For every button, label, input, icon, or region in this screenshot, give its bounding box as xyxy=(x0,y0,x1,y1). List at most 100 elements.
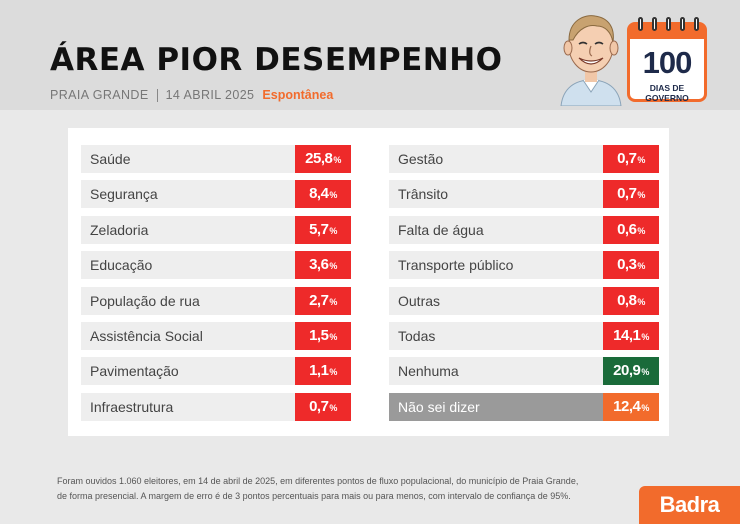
result-value-unit: % xyxy=(637,296,645,307)
result-value-number: 0,7 xyxy=(617,150,637,167)
result-label: Transporte público xyxy=(398,257,514,274)
result-label: Assistência Social xyxy=(90,327,203,344)
calendar-header-bar xyxy=(630,25,704,39)
result-label: Não sei dizer xyxy=(398,398,480,415)
result-row: Falta de água 0,6% xyxy=(389,215,659,244)
result-value-unit: % xyxy=(329,402,337,413)
result-value-unit: % xyxy=(329,296,337,307)
header-band: ÁREA PIOR DESEMPENHO PRAIA GRANDE 14 ABR… xyxy=(0,0,740,110)
calendar-ring xyxy=(638,17,643,31)
result-value: 1,5% xyxy=(295,321,351,350)
result-value-number: 14,1 xyxy=(613,326,641,344)
result-value-unit: % xyxy=(637,190,645,201)
result-row: Infraestrutura 0,7% xyxy=(81,392,351,421)
result-value-unit: % xyxy=(641,367,649,378)
result-value-unit: % xyxy=(637,155,645,165)
result-value: 0,6% xyxy=(603,215,659,244)
result-label: Pavimentação xyxy=(90,363,179,380)
days-label: DIAS DE GOVERNO xyxy=(645,83,689,103)
result-value-unit: % xyxy=(333,155,341,165)
result-value-number: 1,5 xyxy=(309,326,329,344)
subtitle-line: PRAIA GRANDE 14 ABRIL 2025 Espontânea xyxy=(50,88,333,102)
result-label: Gestão xyxy=(398,151,444,167)
result-value-number: 0,6 xyxy=(617,220,637,238)
city-label: PRAIA GRANDE xyxy=(50,88,149,102)
result-value: 1,1% xyxy=(295,357,351,386)
result-value: 8,4% xyxy=(295,180,351,209)
methodology-note: Foram ouvidos 1.060 eleitores, em 14 de … xyxy=(57,474,617,504)
result-label: Todas xyxy=(398,327,436,344)
result-value: 0,3% xyxy=(603,251,659,280)
result-value: 25,8% xyxy=(295,145,351,173)
result-value-number: 0,3 xyxy=(617,256,637,274)
result-row: Gestão 0,7% xyxy=(389,145,659,173)
result-value-number: 0,7 xyxy=(617,185,637,203)
caricature-avatar xyxy=(560,15,622,106)
result-value-unit: % xyxy=(329,331,337,342)
result-row: Zeladoria 5,7% xyxy=(81,215,351,244)
result-label: Segurança xyxy=(90,186,158,203)
result-label: Infraestrutura xyxy=(90,398,174,415)
result-value: 14,1% xyxy=(603,321,659,350)
result-label: Nenhuma xyxy=(398,363,459,380)
divider xyxy=(156,88,158,102)
result-row: Nenhuma 20,9% xyxy=(389,357,659,386)
calendar-ring xyxy=(666,17,671,31)
brand-logo: Badra xyxy=(639,486,740,524)
calendar-ring xyxy=(680,17,685,31)
result-value: 5,7% xyxy=(295,215,351,244)
result-row: Todas 14,1% xyxy=(389,321,659,350)
result-row: Assistência Social 1,5% xyxy=(81,321,351,350)
days-count: 100 xyxy=(642,45,693,80)
result-label: Falta de água xyxy=(398,221,484,238)
result-label: Zeladoria xyxy=(90,221,149,238)
result-value: 12,4% xyxy=(603,392,659,421)
result-value: 2,7% xyxy=(295,286,351,315)
result-value: 3,6% xyxy=(295,251,351,280)
result-value: 20,9% xyxy=(603,357,659,386)
calendar-icon: 100 DIAS DE GOVERNO xyxy=(627,17,707,103)
result-value-unit: % xyxy=(329,261,337,272)
result-row: Transporte público 0,3% xyxy=(389,251,659,280)
calendar-ring xyxy=(652,17,657,31)
result-value-number: 25,8 xyxy=(305,150,333,167)
result-label: População de rua xyxy=(90,292,200,309)
result-value-number: 12,4 xyxy=(613,397,641,415)
result-value-unit: % xyxy=(329,225,337,236)
survey-kind-label: Espontânea xyxy=(262,88,334,102)
result-value-number: 0,7 xyxy=(309,397,329,415)
results-column-right: Gestão 0,7% Trânsito 0,7% Falta de água 0,6% T… xyxy=(389,145,659,428)
result-value: 0,7% xyxy=(603,145,659,173)
result-value-number: 5,7 xyxy=(309,220,329,238)
result-row: Saúde 25,8% xyxy=(81,145,351,173)
result-row: Trânsito 0,7% xyxy=(389,180,659,209)
result-row: Pavimentação 1,1% xyxy=(81,357,351,386)
methodology-line: de forma presencial. A margem de erro é … xyxy=(57,491,571,501)
date-label: 14 ABRIL 2025 xyxy=(165,88,255,102)
result-row: Educação 3,6% xyxy=(81,251,351,280)
result-row: Segurança 8,4% xyxy=(81,180,351,209)
calendar-ring xyxy=(694,17,699,31)
result-value: 0,8% xyxy=(603,286,659,315)
result-value-number: 0,8 xyxy=(617,291,637,309)
result-value-unit: % xyxy=(329,367,337,378)
result-value-unit: % xyxy=(641,331,649,342)
result-row: Outras 0,8% xyxy=(389,286,659,315)
result-value-number: 3,6 xyxy=(309,256,329,274)
result-row: População de rua 2,7% xyxy=(81,286,351,315)
methodology-line: Foram ouvidos 1.060 eleitores, em 14 de … xyxy=(57,476,579,486)
result-value-number: 1,1 xyxy=(309,362,329,380)
result-value: 0,7% xyxy=(295,392,351,421)
result-label: Educação xyxy=(90,257,153,274)
result-value-number: 20,9 xyxy=(613,362,641,380)
result-label: Trânsito xyxy=(398,186,449,203)
result-value-number: 2,7 xyxy=(309,291,329,309)
result-value-unit: % xyxy=(329,190,337,201)
result-label: Outras xyxy=(398,292,441,309)
results-column-left: Saúde 25,8% Segurança 8,4% Zeladoria 5,7% Educ… xyxy=(81,145,351,428)
result-row: Não sei dizer 12,4% xyxy=(389,392,659,421)
result-value-unit: % xyxy=(641,402,649,413)
page-title: ÁREA PIOR DESEMPENHO xyxy=(50,42,503,78)
result-value-unit: % xyxy=(637,261,645,272)
result-label: Saúde xyxy=(90,151,131,167)
